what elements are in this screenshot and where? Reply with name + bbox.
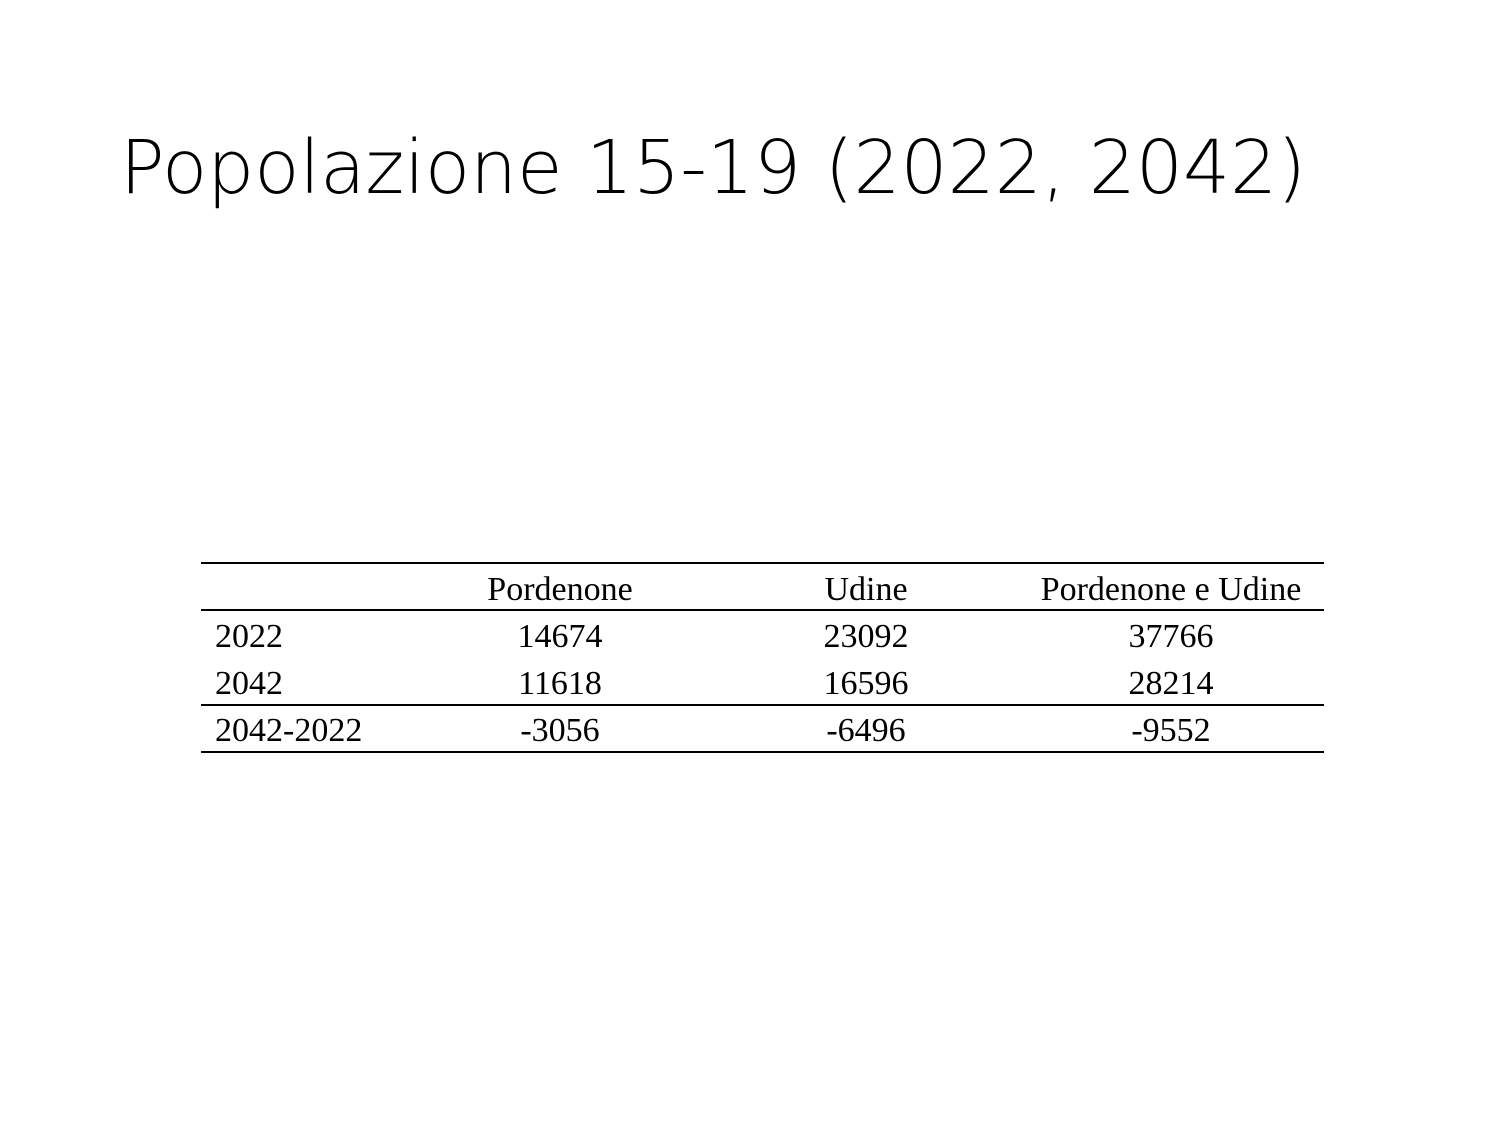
table-cell: 28214 — [1129, 665, 1214, 702]
table-cell: -3056 — [520, 712, 599, 749]
table-cell: 14674 — [518, 618, 603, 655]
row-label: 2042 — [215, 665, 283, 702]
row-label: 2042-2022 — [215, 712, 362, 749]
column-header: Udine — [824, 571, 907, 608]
table-cell: 16596 — [824, 665, 909, 702]
table-cell: -6496 — [826, 712, 905, 749]
table-cell: 37766 — [1129, 618, 1214, 655]
table-cell: 11618 — [518, 665, 602, 702]
table-cell: -9552 — [1131, 712, 1210, 749]
slide-title: Popolazione 15-19 (2022, 2042) — [120, 125, 1306, 211]
column-header: Pordenone — [487, 571, 632, 608]
column-header: Pordenone e Udine — [1041, 571, 1302, 608]
row-label: 2022 — [215, 618, 283, 655]
table-cell: 23092 — [824, 618, 909, 655]
table — [201, 562, 1324, 753]
